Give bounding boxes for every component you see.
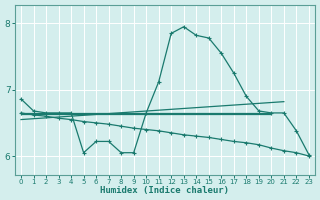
X-axis label: Humidex (Indice chaleur): Humidex (Indice chaleur) — [100, 186, 229, 195]
